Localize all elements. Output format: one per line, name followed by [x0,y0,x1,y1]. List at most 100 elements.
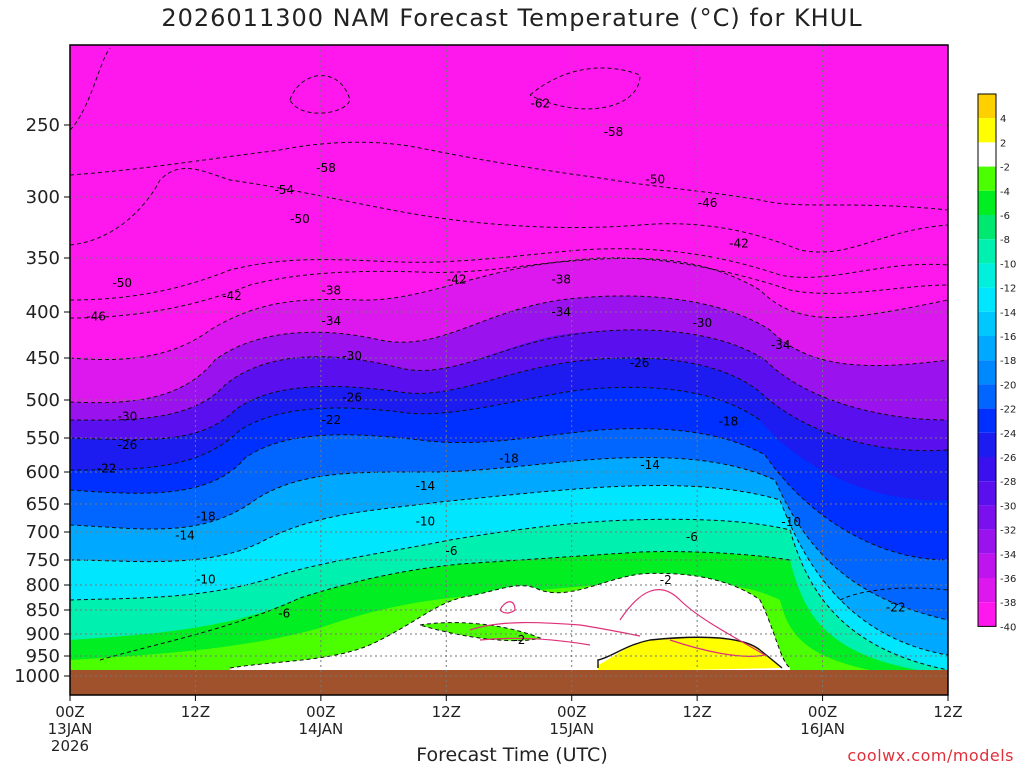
colorbar-label: -2 [1000,163,1010,174]
y-tick-label: 350 [26,248,60,269]
x-tick-label: 12Z [933,703,962,721]
x-tick-label: 00Z [808,703,837,721]
colorbar-label: -24 [1000,429,1016,440]
y-tick-label: 650 [26,494,60,515]
contour-label: -14 [640,458,660,472]
colorbar-swatch [978,190,996,215]
x-tick-label: 14JAN [298,720,343,738]
colorbar-label: -18 [1000,356,1016,367]
temperature-field [70,45,948,695]
colorbar: 4 2 -2 -4 -6 -8 -10 -12 -14 -16 -18 -20 -22 -24 -26 -28… [977,93,1016,633]
pressure-axis: 250 300 350 400 450 500 550 600 650 700 750 800 850 9… [14,115,70,687]
ground [70,670,948,695]
colorbar-label: -36 [1000,574,1016,585]
x-tick-label: 00Z [55,703,84,721]
y-tick-label: 400 [26,302,60,323]
colorbar-swatch [978,553,996,578]
x-tick-label: 00Z [557,703,586,721]
contour-label: -50 [646,173,666,187]
contour-label: -10 [416,514,436,528]
colorbar-swatch [978,360,996,385]
colorbar-label: 2 [1000,138,1006,149]
colorbar-label: -22 [1000,405,1016,416]
colorbar-label: -30 [1000,501,1016,512]
magenta-contours [469,589,767,657]
colorbar-label: -38 [1000,598,1016,609]
contour-label: -58 [604,125,624,139]
contour-label: -14 [416,479,436,493]
contour-label: -26 [342,390,362,404]
colorbar-swatch [978,142,996,167]
colorbar-label: -26 [1000,453,1016,464]
contour-label: -6 [278,606,290,620]
contour-label: -2 [513,633,525,647]
contour-label: -26 [118,438,138,452]
chart-title: 2026011300 NAM Forecast Temperature (°C)… [161,4,863,32]
colorbar-label: -20 [1000,380,1016,391]
x-tick-label: 13JAN [48,720,93,738]
y-tick-label: 600 [26,462,60,483]
y-tick-label: 500 [26,390,60,411]
colorbar-label: -34 [1000,550,1016,561]
colorbar-swatch [978,263,996,288]
colorbar-label: -4 [1000,187,1010,198]
x-tick-label: 16JAN [800,720,845,738]
colorbar-swatch [978,408,996,433]
y-tick-label: 800 [26,575,60,596]
colorbar-label: -10 [1000,259,1016,270]
contour-label: -6 [686,530,698,544]
contour-label: -34 [551,305,571,319]
contour-label: -38 [322,283,342,297]
colorbar-swatch [978,287,996,312]
plot-frame [69,44,949,696]
x-tick-label: 12Z [682,703,711,721]
band-yellow [598,637,780,672]
colorbar-swatch [978,505,996,530]
y-tick-label: 300 [26,187,60,208]
colorbar-label: -14 [1000,308,1016,319]
contour-labels: -62 -58 -58 -54 -50 -50 -46 -42 -50 -46 -42 -42 -38 -… [86,96,905,647]
contour-label: -18 [499,451,519,465]
contour-label: -10 [196,573,216,587]
colorbar-frame [977,93,997,627]
contour-label: -34 [771,338,791,352]
colorbar-swatch [978,215,996,240]
contour-label: -14 [175,528,195,542]
y-tick-label: 950 [26,646,60,667]
contour-label: -42 [729,236,749,250]
colorbar-label: -8 [1000,235,1010,246]
x-axis-label: Forecast Time (UTC) [416,744,608,766]
contour-label: -26 [630,356,650,370]
x-tick-label: 2026 [51,737,89,755]
contour-label: -6 [446,544,458,558]
contour-label: -18 [196,509,216,523]
colorbar-swatch [978,336,996,361]
contour-label: -34 [322,314,342,328]
y-tick-label: 700 [26,522,60,543]
contour-label: -18 [719,414,739,428]
source-credit[interactable]: coolwx.com/models [847,746,1014,765]
y-tick-label: 450 [26,348,60,369]
colorbar-swatch [978,118,996,143]
colorbar-label: -6 [1000,211,1010,222]
x-tick-label: 00Z [306,703,335,721]
contour-label: -22 [886,601,906,615]
colorbar-label: -28 [1000,477,1016,488]
y-tick-label: 750 [26,550,60,571]
colorbar-swatch [978,311,996,336]
x-tick-label: 12Z [181,703,210,721]
colorbar-label: -40 [1000,622,1016,633]
colorbar-swatch [978,481,996,506]
contour-label: -30 [342,349,362,363]
contour-label: -58 [316,161,336,175]
isotherm-lines [69,47,949,671]
contour-label: -2 [660,573,672,587]
colorbar-swatch [978,384,996,409]
colorbar-swatch [978,432,996,457]
band-white-gap [420,622,540,641]
contour-label: -46 [86,310,106,324]
contour-label: -50 [112,276,132,290]
y-tick-label: 850 [26,600,60,621]
contour-label: -42 [447,273,467,287]
